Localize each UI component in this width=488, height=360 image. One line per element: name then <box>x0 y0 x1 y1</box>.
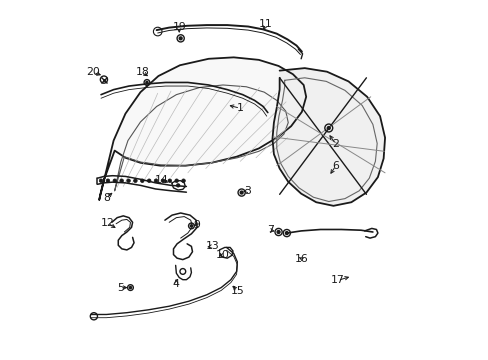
Text: 18: 18 <box>135 67 149 77</box>
Circle shape <box>190 225 192 227</box>
Circle shape <box>120 179 123 183</box>
Circle shape <box>145 81 148 84</box>
Circle shape <box>175 179 178 183</box>
Circle shape <box>129 287 131 289</box>
Circle shape <box>113 179 116 183</box>
Text: 17: 17 <box>330 275 344 285</box>
Text: 4: 4 <box>173 279 180 289</box>
Circle shape <box>176 184 179 187</box>
Circle shape <box>168 179 171 183</box>
Circle shape <box>133 179 137 183</box>
Circle shape <box>285 231 287 234</box>
Text: 5: 5 <box>117 283 124 293</box>
Circle shape <box>326 127 329 130</box>
Text: 9: 9 <box>193 220 200 230</box>
Text: 1: 1 <box>236 103 243 113</box>
Text: 7: 7 <box>266 225 273 235</box>
Text: 10: 10 <box>216 250 229 260</box>
Text: 8: 8 <box>103 193 110 203</box>
Text: 12: 12 <box>101 218 114 228</box>
Circle shape <box>179 37 182 40</box>
Circle shape <box>277 230 280 233</box>
Polygon shape <box>99 57 305 200</box>
Text: 20: 20 <box>86 67 100 77</box>
Circle shape <box>126 179 130 183</box>
Text: 3: 3 <box>244 186 251 196</box>
Circle shape <box>99 179 102 183</box>
Text: 6: 6 <box>332 161 339 171</box>
Circle shape <box>240 191 243 194</box>
Text: 14: 14 <box>155 175 168 185</box>
Circle shape <box>154 179 158 183</box>
Text: 13: 13 <box>205 241 219 251</box>
Text: 16: 16 <box>294 254 308 264</box>
Text: 15: 15 <box>230 286 244 296</box>
Circle shape <box>161 179 164 183</box>
Circle shape <box>147 179 151 183</box>
Text: 11: 11 <box>259 19 272 29</box>
Circle shape <box>182 179 185 183</box>
Circle shape <box>106 179 109 183</box>
Circle shape <box>140 179 144 183</box>
Text: 19: 19 <box>172 22 186 32</box>
Polygon shape <box>272 68 384 206</box>
Text: 2: 2 <box>332 139 339 149</box>
